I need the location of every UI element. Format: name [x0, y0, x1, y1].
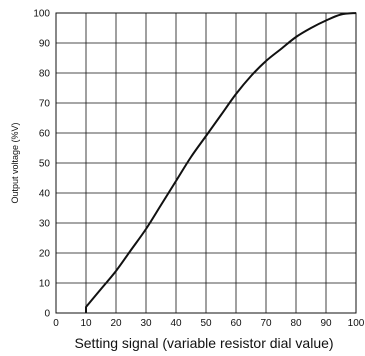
x-tick-label: 10 — [80, 318, 92, 329]
x-tick-label: 80 — [290, 318, 302, 329]
y-tick-label: 90 — [39, 39, 51, 50]
y-tick-label: 50 — [39, 159, 51, 170]
x-tick-label: 30 — [140, 318, 152, 329]
x-tick-label: 60 — [230, 318, 242, 329]
y-tick-label: 10 — [39, 279, 51, 290]
y-tick-label: 0 — [44, 309, 50, 320]
y-tick-label: 100 — [33, 9, 50, 20]
x-tick-label: 90 — [320, 318, 332, 329]
y-tick-label: 60 — [39, 129, 51, 140]
y-axis-ticks: 0 10 20 30 40 50 60 70 80 90 100 — [33, 9, 50, 320]
grid — [56, 13, 356, 313]
y-tick-label: 80 — [39, 69, 51, 80]
y-tick-label: 40 — [39, 189, 51, 200]
x-axis-ticks: 0 10 20 30 40 50 60 70 80 90 100 — [53, 318, 365, 329]
y-tick-label: 20 — [39, 249, 51, 260]
x-tick-label: 40 — [170, 318, 182, 329]
y-tick-label: 30 — [39, 219, 51, 230]
x-tick-label: 50 — [200, 318, 212, 329]
x-tick-label: 20 — [110, 318, 122, 329]
x-axis-label: Setting signal (variable resistor dial v… — [74, 335, 333, 351]
x-tick-label: 100 — [348, 318, 365, 329]
y-tick-label: 70 — [39, 99, 51, 110]
x-tick-label: 0 — [53, 318, 59, 329]
x-tick-label: 70 — [260, 318, 272, 329]
y-axis-label: Output voltage (%V) — [10, 122, 20, 203]
